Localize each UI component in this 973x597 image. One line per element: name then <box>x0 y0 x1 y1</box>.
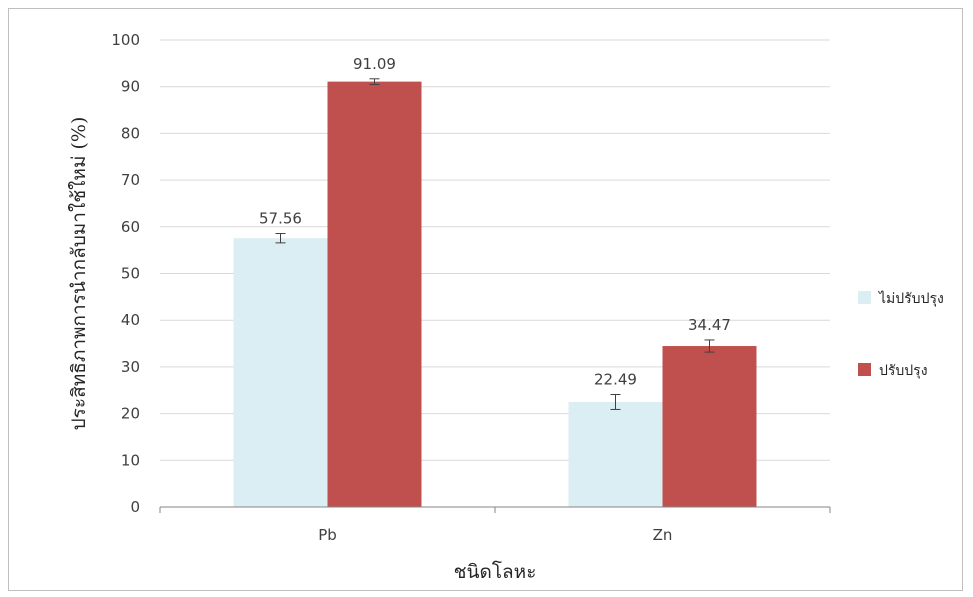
y-tick-label: 20 <box>121 405 140 423</box>
legend-label: ไม่ปรับปรุง <box>878 290 944 307</box>
x-axis-ticks: Pb Zn <box>159 507 831 544</box>
legend-item: ไม่ปรับปรุง <box>858 290 944 307</box>
y-tick-label: 80 <box>121 124 140 142</box>
legend: ไม่ปรับปรุงปรับปรุง <box>858 290 944 379</box>
legend-swatch <box>858 291 871 304</box>
error-bars <box>275 78 715 410</box>
y-tick-label: 10 <box>121 451 140 469</box>
bar-zn-series-1 <box>568 401 663 507</box>
y-axis-title: ประสิทธิภาพการนำกลับมาใช้ใหม่ (%) <box>68 117 90 431</box>
chart-frame <box>8 8 963 591</box>
y-axis-ticks: 0 10 20 30 40 50 60 70 80 90 100 <box>111 31 140 516</box>
legend-swatch <box>858 363 871 376</box>
x-tick-label: Zn <box>653 526 673 544</box>
y-tick-label: 0 <box>130 498 140 516</box>
y-tick-label: 50 <box>121 265 140 283</box>
y-tick-label: 70 <box>121 171 140 189</box>
data-label: 91.09 <box>353 55 396 73</box>
y-tick-label: 30 <box>121 358 140 376</box>
y-tick-label: 90 <box>121 78 140 96</box>
data-label: 34.47 <box>688 316 731 334</box>
y-tick-label: 40 <box>121 311 140 329</box>
x-axis-title: ชนิดโลหะ <box>454 560 537 583</box>
bar-zn-series-2 <box>662 346 757 507</box>
data-labels: 57.56 91.09 22.49 34.47 <box>259 55 731 389</box>
x-tick-label: Pb <box>318 526 337 544</box>
bar-pb-series-1 <box>233 238 328 507</box>
legend-item: ปรับปรุง <box>858 363 928 379</box>
legend-label: ปรับปรุง <box>879 363 928 379</box>
data-label: 22.49 <box>594 370 637 388</box>
bar-pb-series-2 <box>327 81 422 507</box>
data-label: 57.56 <box>259 210 302 228</box>
y-tick-label: 60 <box>121 218 140 236</box>
y-tick-label: 100 <box>111 31 140 49</box>
bars <box>233 81 757 507</box>
